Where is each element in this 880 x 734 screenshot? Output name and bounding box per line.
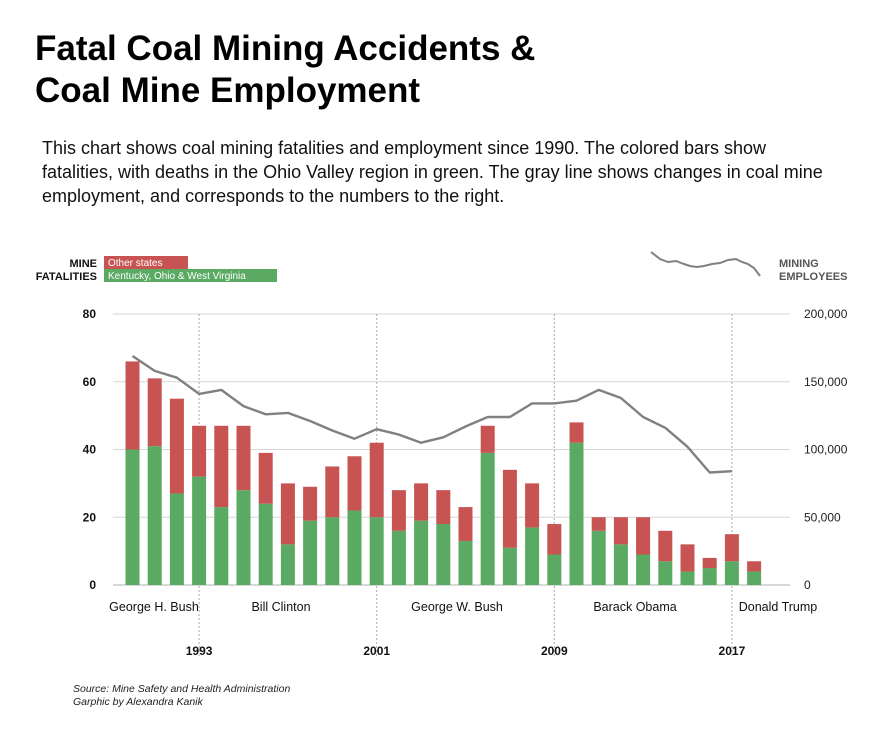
bar-other-states-1993: [192, 425, 207, 477]
bar-other-states-1998: [303, 486, 318, 521]
left-axis-tick-label: 80: [83, 307, 97, 321]
x-axis-tick-label: 2001: [363, 644, 390, 658]
bar-ohio-valley-2004: [436, 524, 451, 585]
bar-other-states-2005: [458, 507, 473, 541]
bar-other-states-1990: [125, 361, 140, 450]
bar-other-states-2011: [591, 517, 606, 531]
bar-ohio-valley-1994: [214, 507, 229, 585]
presidency-label: Barack Obama: [593, 600, 676, 614]
employment-line: [131, 355, 732, 474]
legend-fatalities-title-2: FATALITIES: [36, 271, 97, 283]
bar-other-states-2003: [414, 483, 429, 521]
bar-other-states-2000: [347, 456, 362, 511]
bar-ohio-valley-1991: [147, 446, 162, 585]
x-axis-tick-label: 1993: [186, 644, 213, 658]
bar-other-states-2013: [636, 517, 651, 555]
credit-note: Garphic by Alexandra Kanik: [73, 696, 203, 708]
bar-ohio-valley-1997: [280, 544, 295, 585]
right-axis-tick-label: 0: [804, 578, 811, 592]
employment-line-layer: [131, 355, 732, 474]
bar-other-states-2002: [391, 490, 406, 531]
left-axis-tick-label: 60: [83, 375, 97, 389]
bar-ohio-valley-2016: [702, 568, 717, 585]
right-axis-tick-label: 50,000: [804, 510, 841, 524]
legend-employees-title-2: EMPLOYEES: [779, 271, 847, 283]
bar-ohio-valley-2008: [525, 527, 540, 585]
bar-other-states-2009: [547, 524, 562, 555]
bar-other-states-2008: [525, 483, 540, 528]
bar-ohio-valley-1990: [125, 449, 140, 585]
bar-ohio-valley-1995: [236, 490, 251, 585]
bar-ohio-valley-2018: [747, 571, 762, 585]
bar-other-states-2010: [569, 422, 584, 443]
bar-other-states-1991: [147, 378, 162, 447]
bar-other-states-2016: [702, 557, 717, 569]
bar-ohio-valley-2011: [591, 530, 606, 585]
bar-other-states-2018: [747, 561, 762, 572]
legend-swatch-other-states: [104, 256, 188, 269]
bar-ohio-valley-2006: [480, 452, 495, 585]
bars-layer: [125, 361, 762, 585]
bar-ohio-valley-2001: [369, 517, 384, 585]
bar-other-states-1994: [214, 425, 229, 508]
legend-label-other-states: Other states: [108, 258, 162, 269]
left-axis-tick-label: 20: [83, 510, 97, 524]
legend-swatch-ohio-valley: [104, 269, 277, 282]
presidency-label: George W. Bush: [411, 600, 503, 614]
bar-ohio-valley-2005: [458, 540, 473, 585]
right-axis-tick-label: 150,000: [804, 375, 848, 389]
axis-labels-layer: 0 0 20 50,000 40 100,000 60 150,000 80 200,000 199…: [83, 307, 848, 658]
bar-other-states-1996: [258, 452, 273, 504]
right-axis-tick-label: 100,000: [804, 443, 848, 457]
bar-ohio-valley-2014: [658, 561, 673, 585]
bar-other-states-2006: [480, 425, 495, 453]
bar-other-states-2001: [369, 442, 384, 518]
left-axis-tick-label: 0: [89, 578, 96, 592]
bar-ohio-valley-1992: [169, 493, 184, 585]
presidency-label: Donald Trump: [739, 600, 818, 614]
bar-ohio-valley-2010: [569, 442, 584, 585]
left-axis-tick-label: 40: [83, 443, 97, 457]
bar-other-states-1997: [280, 483, 295, 545]
x-axis-tick-label: 2009: [541, 644, 568, 658]
bar-ohio-valley-2003: [414, 520, 429, 585]
bar-ohio-valley-2002: [391, 530, 406, 585]
legend-employment-line-sample: [650, 251, 761, 277]
bar-other-states-2017: [724, 534, 739, 562]
legend-fatalities-title-1: MINE: [70, 258, 98, 270]
source-note: Source: Mine Safety and Health Administr…: [73, 683, 291, 695]
bar-other-states-2014: [658, 530, 673, 562]
bar-ohio-valley-2000: [347, 510, 362, 585]
footer: Source: Mine Safety and Health Administr…: [73, 683, 290, 709]
bar-ohio-valley-2009: [547, 554, 562, 585]
bar-ohio-valley-2015: [680, 571, 695, 585]
bar-ohio-valley-2017: [724, 561, 739, 585]
bar-other-states-2007: [502, 469, 517, 548]
legend-label-ohio-valley: Kentucky, Ohio & West Virginia: [108, 271, 246, 282]
right-axis-tick-label: 200,000: [804, 307, 848, 321]
bar-ohio-valley-2012: [613, 544, 628, 585]
bar-other-states-1992: [169, 398, 184, 494]
chart-title: Fatal Coal Mining Accidents & Coal Mine …: [35, 29, 536, 110]
bar-other-states-1995: [236, 425, 251, 491]
bar-ohio-valley-2013: [636, 554, 651, 585]
bar-ohio-valley-2007: [502, 547, 517, 585]
bar-ohio-valley-1996: [258, 503, 273, 585]
legend-employees-title-1: MINING: [779, 258, 819, 270]
bar-other-states-2012: [613, 517, 628, 545]
bar-ohio-valley-1998: [303, 520, 318, 585]
presidency-label: Bill Clinton: [251, 600, 310, 614]
bar-other-states-2004: [436, 490, 451, 525]
bar-ohio-valley-1999: [325, 517, 340, 585]
bar-other-states-2015: [680, 544, 695, 572]
bar-other-states-1999: [325, 466, 340, 518]
presidency-label: George H. Bush: [109, 600, 199, 614]
bar-ohio-valley-1993: [192, 476, 207, 585]
x-axis-tick-label: 2017: [719, 644, 746, 658]
chart-subtitle: This chart shows coal mining fatalities …: [42, 138, 823, 206]
